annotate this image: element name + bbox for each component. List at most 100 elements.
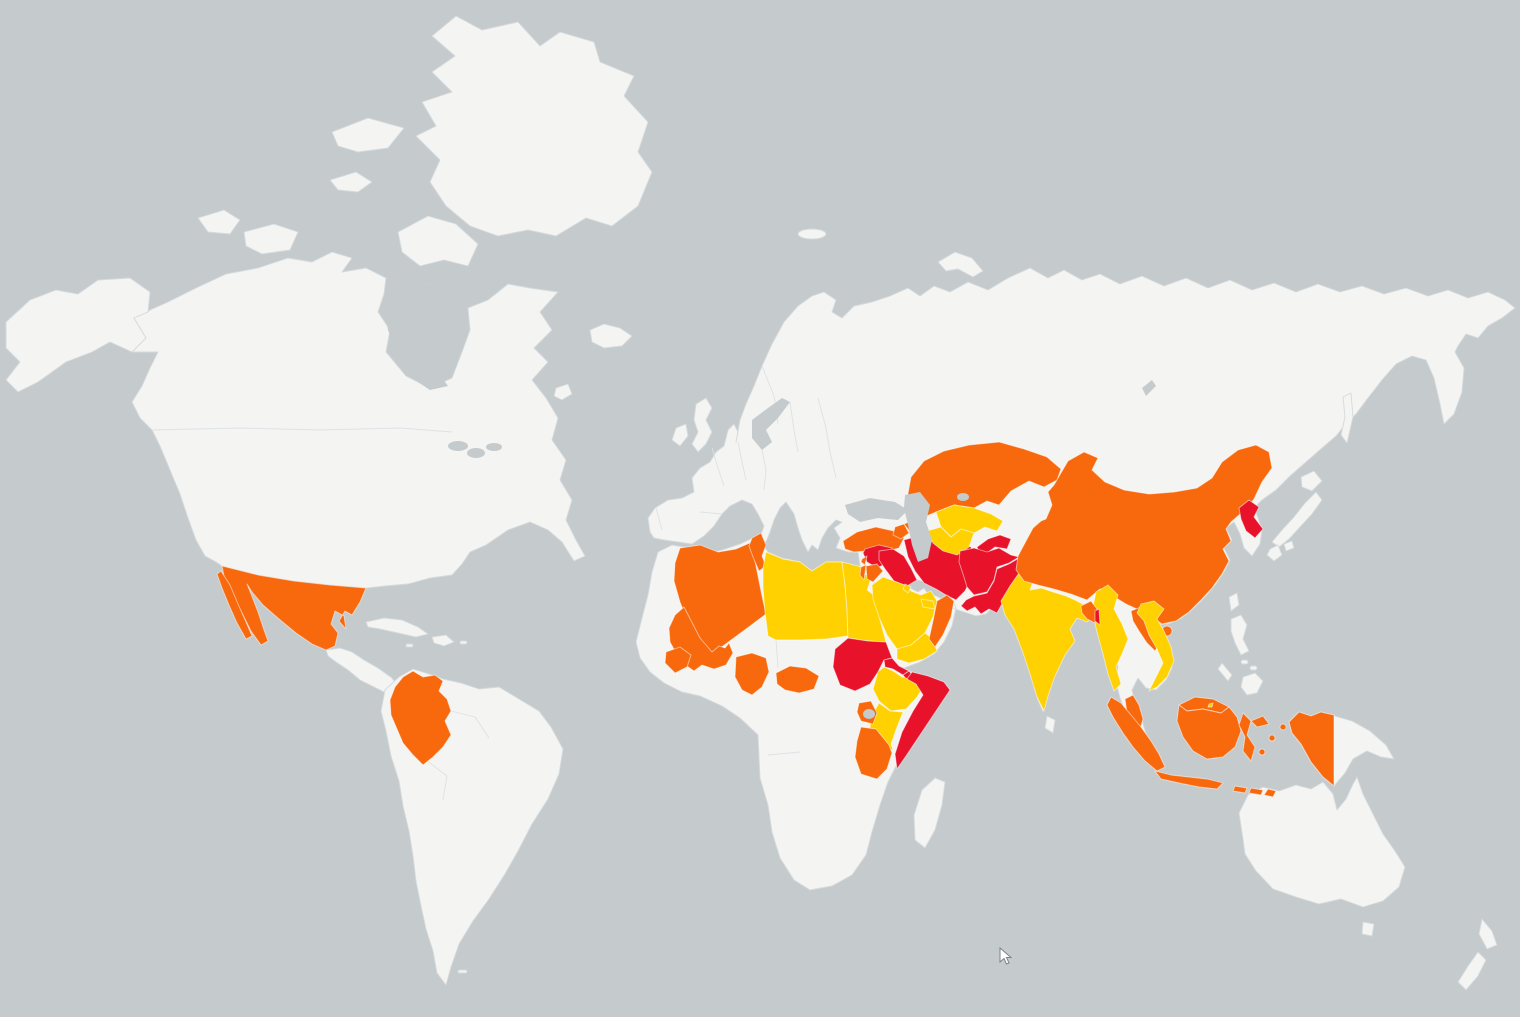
country-central-african-republic[interactable] [775, 665, 820, 694]
island-iceland [589, 323, 633, 349]
island-ellesmere [331, 117, 405, 153]
island-svalbard [797, 228, 827, 240]
island-baffin [397, 215, 479, 267]
island-banks [197, 209, 241, 235]
island-tasmania [1361, 921, 1375, 937]
border-russia-west [817, 397, 837, 479]
border-us-canada [151, 427, 453, 433]
island-newfoundland [553, 383, 573, 401]
country-iraq[interactable] [878, 548, 918, 587]
island-mindanao [1240, 672, 1264, 696]
landmass-north-america [131, 251, 586, 589]
inland-waters [385, 284, 1156, 719]
country-indonesia-maluku-2[interactable] [1268, 734, 1276, 742]
hudson-bay [385, 284, 466, 390]
country-armenia[interactable] [892, 523, 910, 540]
country-colombia[interactable] [389, 670, 452, 766]
country-bangladesh[interactable] [1080, 600, 1098, 624]
lake-victoria [863, 709, 875, 719]
region-chittagong-hill-tracts[interactable] [1094, 608, 1101, 626]
country-somalia[interactable] [894, 671, 951, 770]
country-indonesia-kalimantan[interactable] [1176, 704, 1242, 760]
island-sri-lanka [1044, 715, 1056, 734]
border-europe-1 [655, 507, 663, 531]
country-turkey[interactable] [842, 526, 905, 553]
landmass-greenland [415, 15, 653, 237]
country-indonesia-java[interactable] [1154, 770, 1224, 790]
country-kuwait[interactable] [902, 583, 912, 594]
country-turkmenistan[interactable] [926, 526, 975, 556]
great-lake-2 [467, 448, 485, 458]
country-mexico-baja[interactable] [216, 570, 253, 640]
island-victoria [243, 223, 299, 255]
island-puerto-rico [459, 640, 468, 645]
island-nz-north [1478, 918, 1498, 950]
island-palawan [1217, 662, 1233, 682]
island-visayas-2 [1249, 665, 1258, 671]
country-burkina-faso[interactable] [664, 646, 692, 674]
island-novaya-zemlya [937, 251, 984, 278]
country-indonesia-lesser-sunda-1[interactable] [1232, 785, 1248, 794]
aral-sea [957, 493, 969, 501]
island-jamaica [405, 643, 414, 648]
black-sea [845, 498, 908, 522]
island-visayas-1 [1240, 659, 1249, 665]
country-indonesia-papua[interactable] [1288, 711, 1335, 787]
country-jordan[interactable] [865, 563, 884, 583]
island-luzon [1230, 614, 1250, 656]
country-brunei[interactable] [1207, 702, 1214, 708]
baltic-sea [752, 398, 790, 450]
island-devon [329, 171, 373, 193]
border-scandinavia-2 [789, 401, 799, 453]
great-lake-1 [448, 441, 468, 451]
country-indonesia-sumatra[interactable] [1106, 696, 1166, 772]
island-hispaniola [431, 634, 455, 647]
island-madagascar [913, 777, 946, 849]
country-indonesia-lesser-sunda-2[interactable] [1248, 787, 1264, 796]
island-sakhalin [1340, 392, 1354, 444]
country-afghanistan[interactable] [958, 547, 1020, 596]
caspian-sea [904, 492, 932, 562]
country-china[interactable] [1015, 444, 1273, 625]
country-indonesia-sulawesi-arm[interactable] [1250, 715, 1270, 728]
country-mexico[interactable] [221, 565, 367, 651]
border-south-america-1 [450, 710, 490, 739]
great-lake-3 [486, 443, 502, 451]
border-europe-4 [737, 441, 747, 481]
country-indonesia-maluku-1[interactable] [1258, 748, 1266, 756]
border-south-america-2 [425, 759, 448, 801]
island-kyushu [1266, 544, 1283, 562]
country-indonesia-timor-west[interactable] [1263, 788, 1277, 798]
country-vietnam[interactable] [1136, 600, 1175, 692]
island-ireland [671, 423, 689, 447]
country-north-korea[interactable] [1238, 499, 1264, 539]
country-nigeria[interactable] [734, 652, 770, 696]
island-shikoku [1283, 540, 1295, 552]
landmass-australia [1238, 776, 1406, 908]
country-myanmar[interactable] [1091, 584, 1129, 692]
country-sudan[interactable] [832, 637, 893, 692]
border-europe-5 [761, 449, 767, 491]
country-oman[interactable] [928, 594, 955, 648]
country-indonesia-sulawesi[interactable] [1238, 712, 1256, 762]
mouse-cursor [999, 946, 1013, 965]
country-tanzania[interactable] [854, 726, 893, 780]
island-hokkaido [1300, 470, 1323, 492]
island-taiwan [1228, 592, 1240, 612]
border-europe-2 [699, 511, 723, 515]
risk-countries [216, 441, 1335, 798]
border-europe-3 [711, 447, 725, 487]
border-africa-1 [775, 639, 779, 669]
border-africa-2 [767, 751, 801, 756]
country-united-arab-emirates[interactable] [920, 598, 936, 610]
lake-baikal [1142, 380, 1156, 396]
country-israel[interactable] [859, 564, 867, 581]
island-nz-south [1457, 951, 1487, 991]
country-yemen[interactable] [896, 632, 938, 664]
island-falklands [457, 969, 468, 974]
island-cuba [365, 617, 429, 638]
country-algeria[interactable] [673, 541, 767, 656]
country-indonesia-maluku-3[interactable] [1279, 723, 1287, 731]
island-great-britain [691, 397, 713, 453]
